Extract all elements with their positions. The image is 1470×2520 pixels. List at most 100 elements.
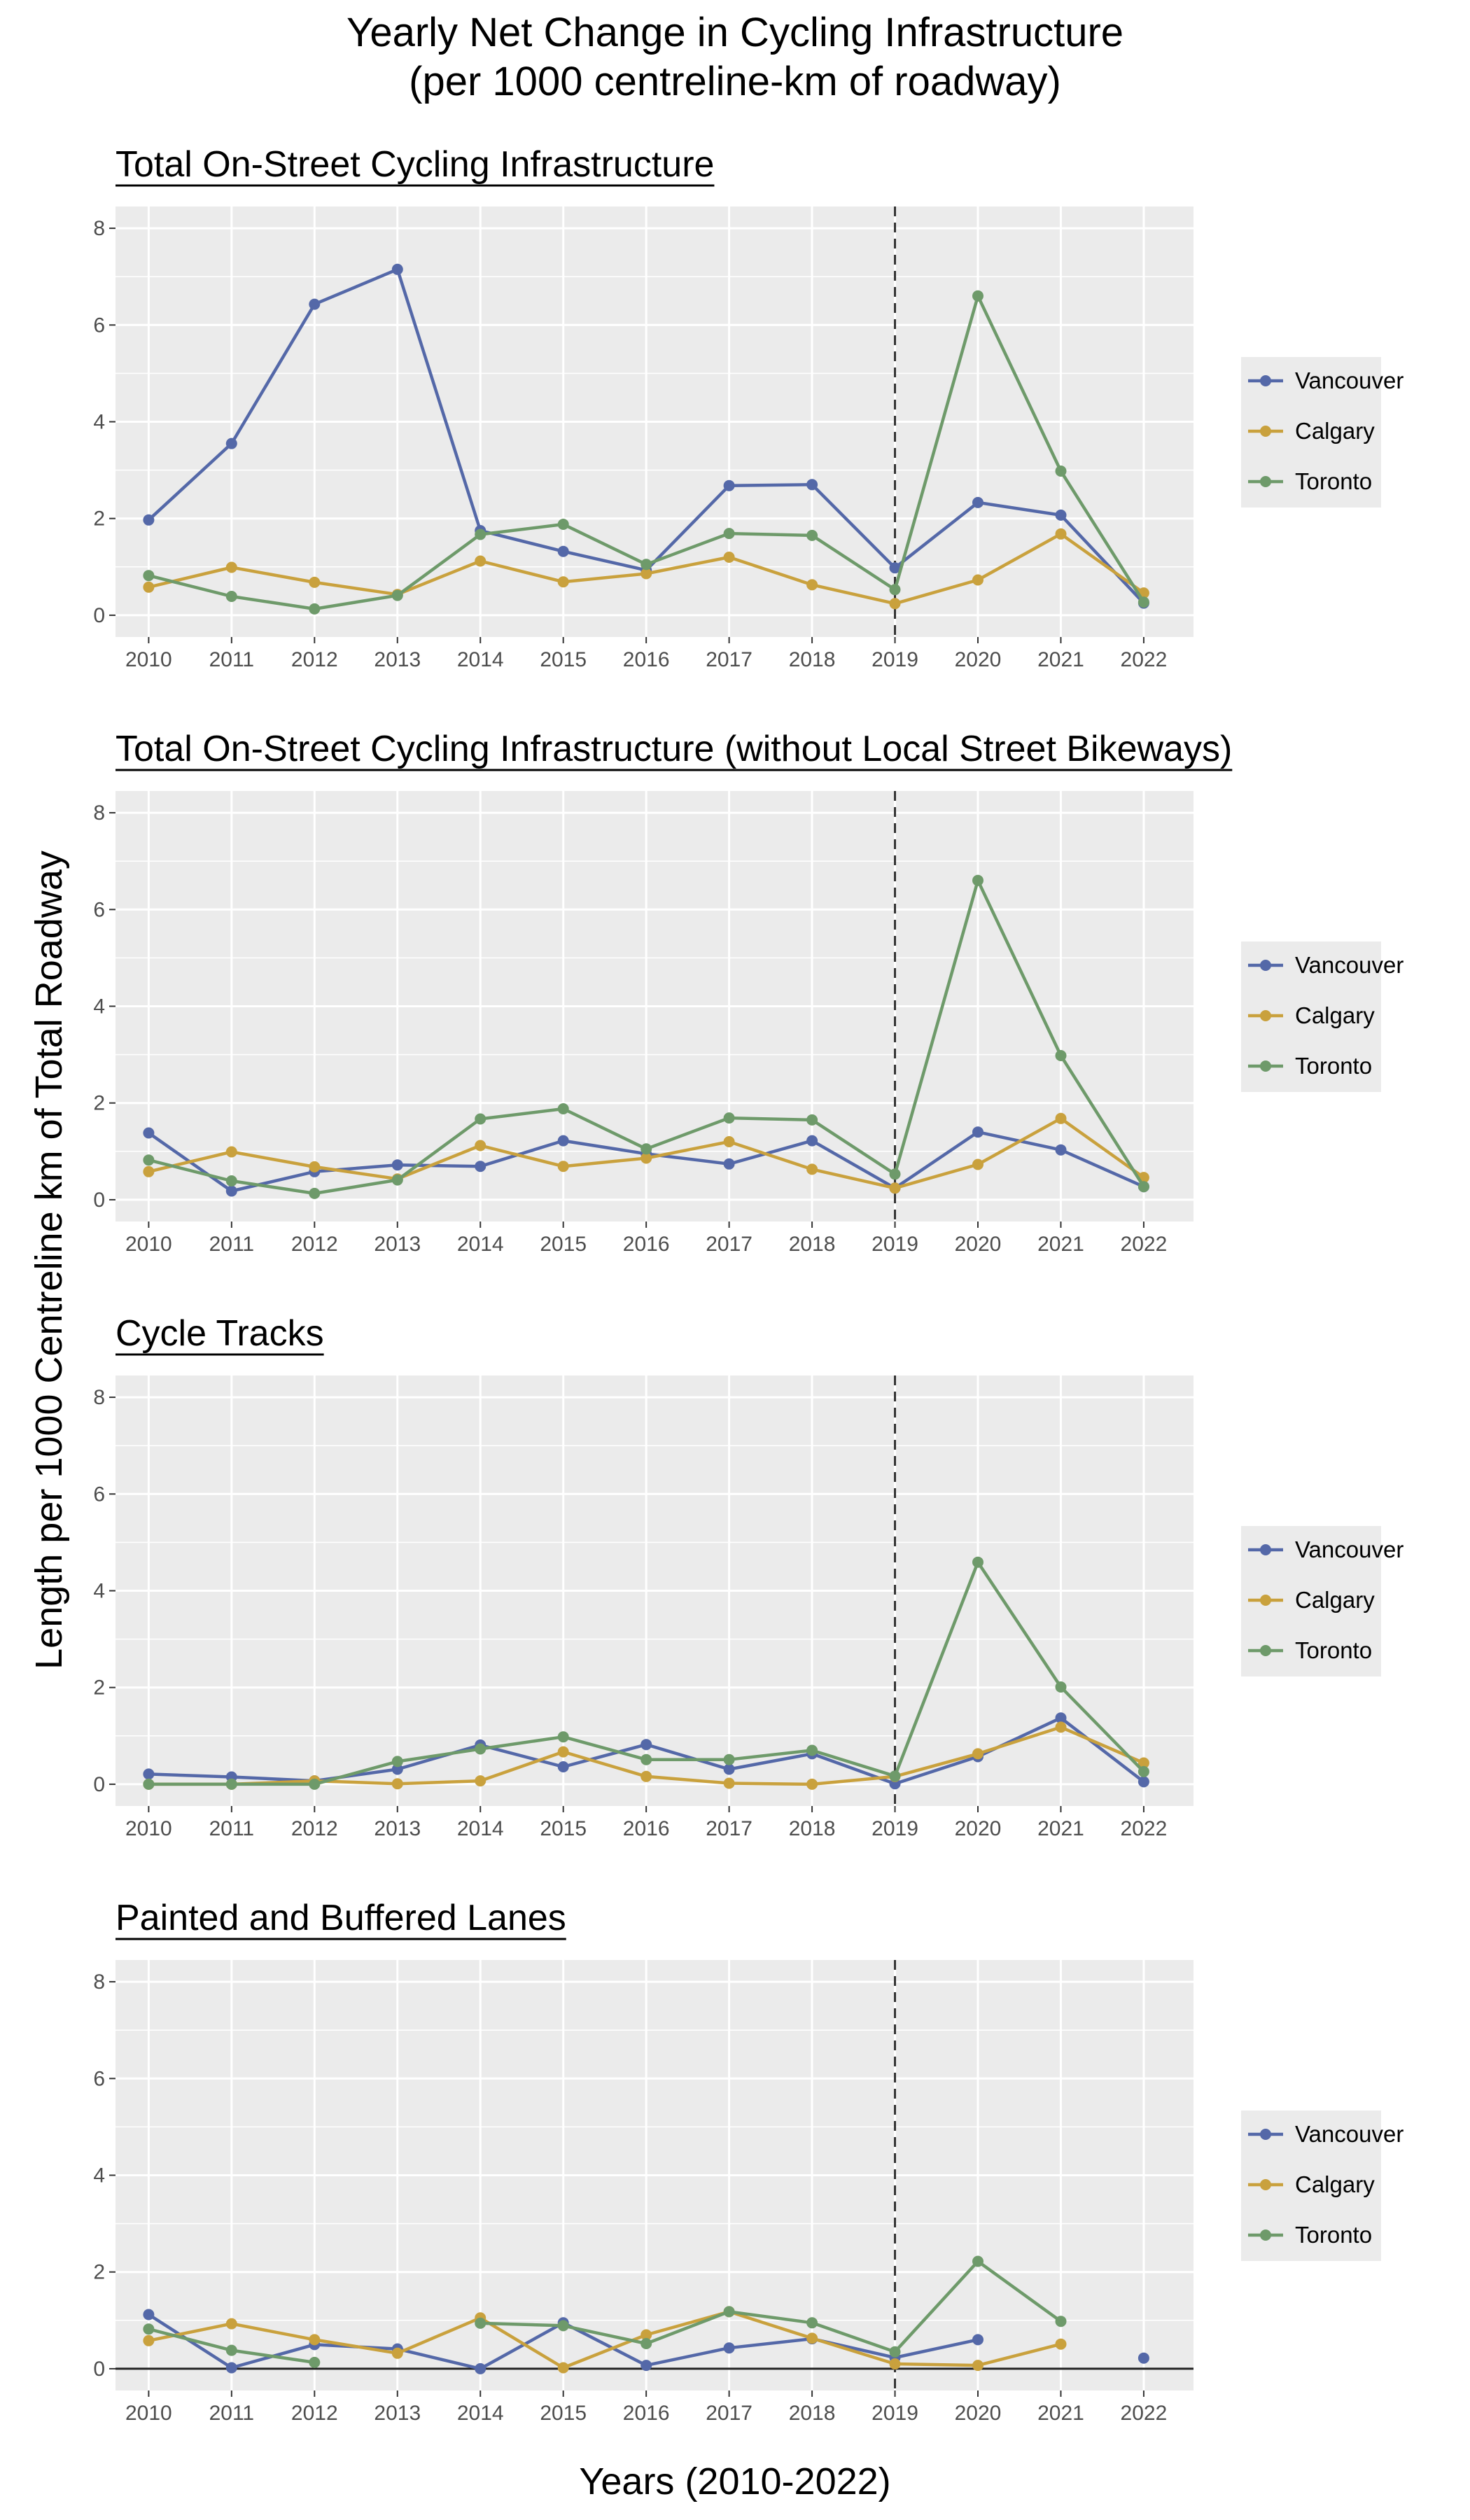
panel-4: Painted and Buffered Lanes 0 2 4 6 8 2010 2011 2…: [93, 1898, 1404, 2425]
panel-2-legend-key-point-calgary: [1260, 1010, 1271, 1021]
panel-4-calgary-point-2010: [143, 2334, 155, 2346]
panel-2-toronto-point-2021: [1055, 1050, 1067, 1061]
panel-4-toronto-point-2019: [889, 2346, 901, 2358]
panel-2-vancouver-point-2017: [723, 1158, 735, 1170]
panel-2-legend: Vancouver Calgary Toronto: [1241, 941, 1404, 1092]
panel-4-y-tick-label: 4: [93, 2164, 105, 2188]
panel-4-vancouver-point-2010: [143, 2309, 155, 2320]
panel-1-toronto-point-2019: [889, 584, 901, 596]
panel-3-x-tick-label: 2020: [955, 1817, 1002, 1840]
panel-3-x-tick-label: 2021: [1037, 1817, 1084, 1840]
panel-2-x-tick-label: 2018: [789, 1233, 836, 1256]
panel-1-calgary-point-2018: [806, 579, 818, 591]
panel-3-legend-label-vancouver: Vancouver: [1295, 1536, 1404, 1562]
panel-1-toronto-point-2014: [475, 528, 486, 540]
panel-3-vancouver-point-2021: [1055, 1712, 1067, 1724]
panel-1-toronto-point-2013: [391, 589, 403, 601]
panel-1-title: Total On-Street Cycling Infrastructure: [115, 144, 714, 185]
panel-3-calgary-point-2017: [723, 1777, 735, 1789]
panel-3-toronto-point-2015: [557, 1731, 569, 1743]
panel-4-x-tick-label: 2013: [374, 2402, 421, 2425]
panel-1-vancouver-point-2011: [225, 438, 237, 449]
panel-2-legend-label-calgary: Calgary: [1295, 1002, 1375, 1028]
panel-1-y-tick-label: 2: [93, 507, 105, 531]
panel-4-toronto-point-2021: [1055, 2316, 1067, 2328]
panel-4-toronto-point-2016: [640, 2338, 652, 2349]
panel-3-toronto-point-2019: [889, 1770, 901, 1782]
panel-1-calgary-point-2021: [1055, 528, 1067, 540]
panel-3-x-tick-label: 2014: [457, 1817, 504, 1840]
panel-4-calgary-point-2020: [972, 2360, 983, 2372]
panel-1-x-tick-label: 2011: [209, 648, 255, 671]
panel-4-y-tick-label: 8: [93, 1970, 105, 1994]
panel-2-toronto-point-2014: [475, 1113, 486, 1125]
panel-1-calgary-point-2012: [309, 576, 321, 588]
panel-3-legend-key-point-vancouver: [1260, 1544, 1271, 1555]
panel-4-vancouver-point-2022: [1138, 2352, 1149, 2364]
panel-3-calgary-point-2016: [640, 1770, 652, 1782]
panel-1-x-tick-label: 2012: [291, 648, 338, 671]
panel-4-title: Painted and Buffered Lanes: [115, 1898, 566, 1938]
panel-2-vancouver-point-2015: [557, 1135, 569, 1147]
panel-3-x-tick-label: 2013: [374, 1817, 421, 1840]
panel-3-toronto-point-2013: [391, 1756, 403, 1768]
panel-1-x-tick-label: 2019: [872, 648, 918, 671]
panel-1-x-tick-label: 2015: [540, 648, 587, 671]
panel-1-legend-label-toronto: Toronto: [1295, 468, 1372, 494]
panel-3-y-tick-label: 0: [93, 1773, 105, 1796]
panel-3-calgary-point-2013: [391, 1778, 403, 1790]
panel-2-toronto-point-2019: [889, 1168, 901, 1180]
panel-2-toronto-point-2015: [557, 1103, 569, 1114]
panel-3-calgary-point-2018: [806, 1778, 818, 1790]
panel-1-vancouver-point-2018: [806, 479, 818, 491]
panel-2-calgary-point-2011: [225, 1146, 237, 1158]
panel-4-calgary-point-2018: [806, 2332, 818, 2344]
panel-4-y-tick-label: 6: [93, 2067, 105, 2090]
panel-2-vancouver-point-2013: [391, 1159, 403, 1171]
panel-2-x-tick-label: 2020: [955, 1233, 1002, 1256]
panel-4-calgary-point-2012: [309, 2334, 321, 2346]
panel-1-toronto-point-2010: [143, 570, 155, 582]
panel-1-calgary-point-2010: [143, 581, 155, 593]
panel-3-vancouver-point-2022: [1138, 1776, 1149, 1788]
panel-2-series-toronto: [143, 874, 1149, 1199]
panel-1-calgary-point-2014: [475, 555, 486, 567]
panel-2-toronto-point-2013: [391, 1174, 403, 1186]
panel-1-x-tick-label: 2017: [706, 648, 752, 671]
panel-1-calgary-point-2011: [225, 561, 237, 573]
panel-4-x-tick-label: 2022: [1121, 2402, 1168, 2425]
panel-3-calgary-point-2014: [475, 1775, 486, 1787]
panel-1-series-toronto: [143, 290, 1149, 615]
panel-1-legend: Vancouver Calgary Toronto: [1241, 357, 1404, 507]
panel-3-y-tick-label: 8: [93, 1386, 105, 1409]
panel-2-x-tick-label: 2016: [623, 1233, 670, 1256]
panel-2-x-tick-label: 2013: [374, 1233, 421, 1256]
panel-1-toronto-point-2020: [972, 290, 983, 302]
panel-2-toronto-point-2016: [640, 1143, 652, 1155]
figure-title-line-2: (per 1000 centreline-km of roadway): [409, 59, 1061, 104]
panel-3-vancouver-point-2013: [391, 1763, 403, 1775]
panel-2-x-tick-label: 2022: [1121, 1233, 1168, 1256]
panel-4-y-tick-label: 0: [93, 2358, 105, 2381]
panel-3-toronto-point-2014: [475, 1743, 486, 1755]
panel-2-toronto-point-2018: [806, 1114, 818, 1126]
panel-1-x-tick-label: 2016: [623, 648, 670, 671]
panel-2-vancouver-point-2010: [143, 1127, 155, 1139]
panel-4-legend: Vancouver Calgary Toronto: [1241, 2110, 1404, 2261]
panel-2: Total On-Street Cycling Infrastructure (…: [93, 729, 1404, 1256]
panel-1-vancouver-point-2010: [143, 514, 155, 526]
panel-3-y-tick-label: 6: [93, 1483, 105, 1506]
panel-3-vancouver-point-2015: [557, 1761, 569, 1772]
panel-1-vancouver-point-2017: [723, 479, 735, 491]
panel-3-toronto-point-2010: [143, 1778, 155, 1790]
panel-1-y-tick-label: 4: [93, 411, 105, 434]
panel-2-calgary-point-2012: [309, 1161, 321, 1172]
panel-4-toronto-line: [480, 2260, 1062, 2353]
panel-4-x-tick-label: 2019: [872, 2402, 918, 2425]
panel-3-toronto-point-2016: [640, 1754, 652, 1765]
panel-2-calgary-point-2021: [1055, 1112, 1067, 1124]
y-axis-title: Length per 1000 Centreline km of Total R…: [28, 850, 70, 1670]
panel-2-y-tick-label: 0: [93, 1189, 105, 1212]
panel-4-vancouver-point-2011: [225, 2362, 237, 2374]
panel-3-vancouver-point-2016: [640, 1739, 652, 1751]
